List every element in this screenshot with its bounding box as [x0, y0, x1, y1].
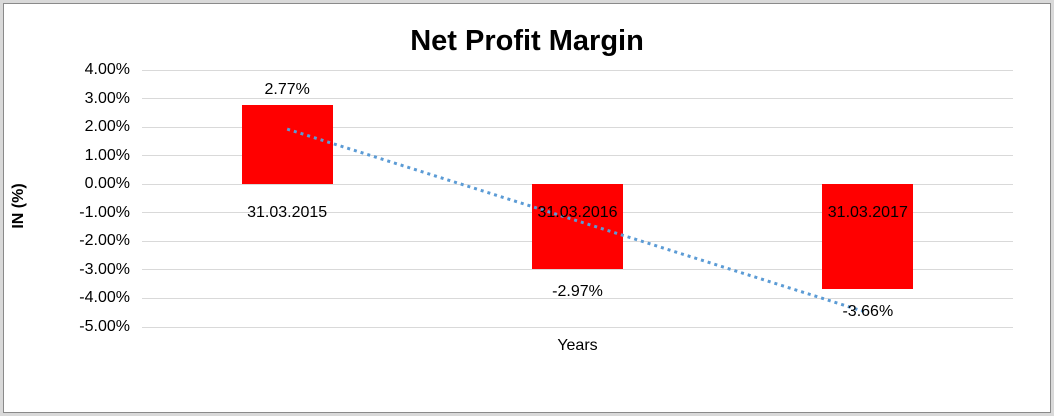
y-tick-label: 1.00% [84, 146, 130, 164]
y-tick-label: 4.00% [84, 61, 130, 78]
gridline-2.00% [142, 126, 1013, 128]
y-tick-label: -3.00% [79, 260, 130, 278]
bar-31.03.2015 [241, 105, 333, 185]
y-tick-label: 0.00% [84, 175, 130, 193]
y-tick-label: -5.00% [79, 318, 130, 335]
y-tick-label: 3.00% [84, 89, 130, 107]
category-label-31.03.2016: 31.03.2016 [537, 203, 618, 221]
bar-31.03.2016 [532, 184, 623, 270]
data-label-31.03.2017: -3.66% [842, 302, 894, 320]
category-label-31.03.2017: 31.03.2017 [827, 203, 908, 221]
category-label-31.03.2015: 31.03.2015 [247, 203, 328, 221]
x-axis-title: Years [557, 337, 598, 354]
chart-title: Net Profit Margin [410, 25, 644, 57]
gridline--5.00% [142, 326, 1013, 328]
y-tick-label: -1.00% [79, 203, 130, 221]
bar-31.03.2017 [822, 184, 914, 289]
data-label-31.03.2015: 2.77% [264, 81, 310, 99]
y-tick-label: -4.00% [79, 289, 130, 307]
y-tick-label: -2.00% [79, 232, 130, 250]
gridline-4.00% [142, 69, 1013, 71]
y-axis-title: IN (%) [10, 183, 27, 229]
data-label-31.03.2016: -2.97% [552, 283, 603, 301]
y-tick-label: 2.00% [84, 118, 130, 136]
gridline-3.00% [142, 98, 1013, 100]
